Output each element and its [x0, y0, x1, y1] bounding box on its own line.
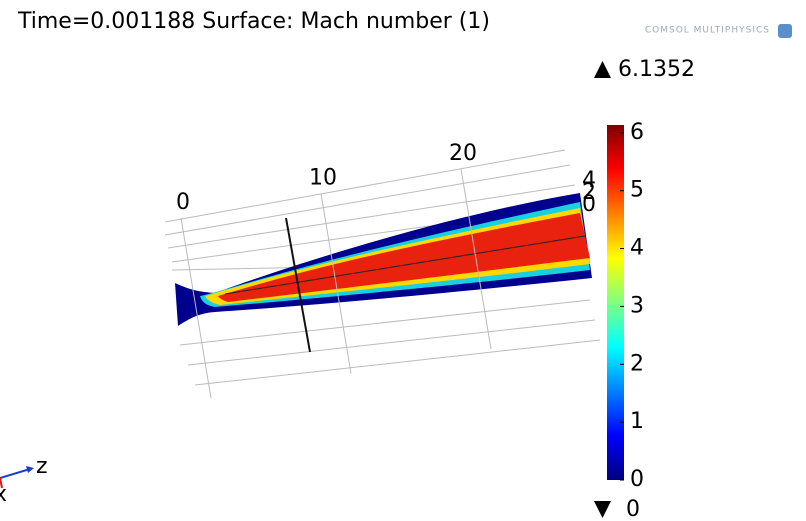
- min-marker: [594, 501, 611, 518]
- max-marker: [594, 61, 611, 78]
- nozzle-surface: [175, 193, 592, 353]
- chart-title: Time=0.001188 Surface: Mach number (1): [17, 9, 490, 34]
- axis-triad: [0, 466, 34, 489]
- z-tick-label: 0: [176, 190, 190, 215]
- colorbar-tick-label: 6: [630, 120, 644, 145]
- grid-line: [460, 168, 492, 350]
- colorbar-tick-label: 2: [630, 351, 644, 376]
- colorbar-tick-label: 4: [630, 236, 644, 261]
- colorbar-min-label: 0: [626, 497, 640, 521]
- grid-line: [180, 217, 212, 399]
- y-tick-label: 4: [582, 168, 596, 193]
- colorbar-tick-label: 3: [630, 293, 644, 318]
- colorbar-tick-label: 5: [630, 178, 644, 203]
- grid-line: [320, 193, 352, 374]
- logo-icon: [778, 24, 792, 38]
- z-tick-label: 10: [309, 166, 337, 191]
- axis-label-z: z: [36, 454, 48, 479]
- colorbar-tick-label: 0: [630, 467, 644, 492]
- y-tick-label: 0: [582, 192, 596, 217]
- axis-label-x: x: [0, 482, 7, 507]
- y-tick-label: 2: [582, 180, 596, 205]
- colorbar-tick-label: 1: [630, 409, 644, 434]
- z-tick-label: 20: [449, 141, 477, 166]
- colorbar-max-label: 6.1352: [618, 57, 695, 82]
- colorbar: [607, 125, 624, 480]
- grid: [164, 149, 601, 386]
- logo: COMSOL MULTIPHYSICS: [645, 26, 770, 36]
